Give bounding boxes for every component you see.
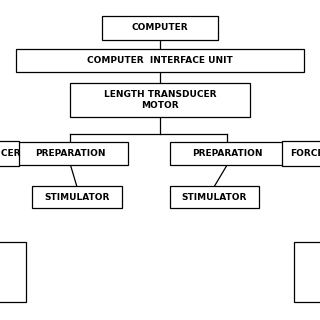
FancyBboxPatch shape [16, 49, 304, 72]
FancyBboxPatch shape [170, 186, 259, 208]
Text: FORCE: FORCE [291, 149, 320, 158]
Text: PREPARATION: PREPARATION [35, 149, 106, 158]
FancyBboxPatch shape [70, 83, 250, 117]
FancyBboxPatch shape [32, 186, 122, 208]
FancyBboxPatch shape [0, 242, 26, 302]
FancyBboxPatch shape [170, 142, 285, 165]
Text: PREPARATION: PREPARATION [192, 149, 262, 158]
FancyBboxPatch shape [282, 141, 320, 166]
Text: LENGTH TRANSDUCER
MOTOR: LENGTH TRANSDUCER MOTOR [104, 90, 216, 110]
FancyBboxPatch shape [102, 16, 218, 40]
FancyBboxPatch shape [294, 242, 320, 302]
Text: STIMULATOR: STIMULATOR [182, 193, 247, 202]
Text: COMPUTER: COMPUTER [132, 23, 188, 33]
Text: COMPUTER  INTERFACE UNIT: COMPUTER INTERFACE UNIT [87, 56, 233, 65]
Text: STIMULATOR: STIMULATOR [44, 193, 109, 202]
FancyBboxPatch shape [13, 142, 128, 165]
Text: DUCER: DUCER [0, 149, 20, 158]
FancyBboxPatch shape [0, 141, 19, 166]
